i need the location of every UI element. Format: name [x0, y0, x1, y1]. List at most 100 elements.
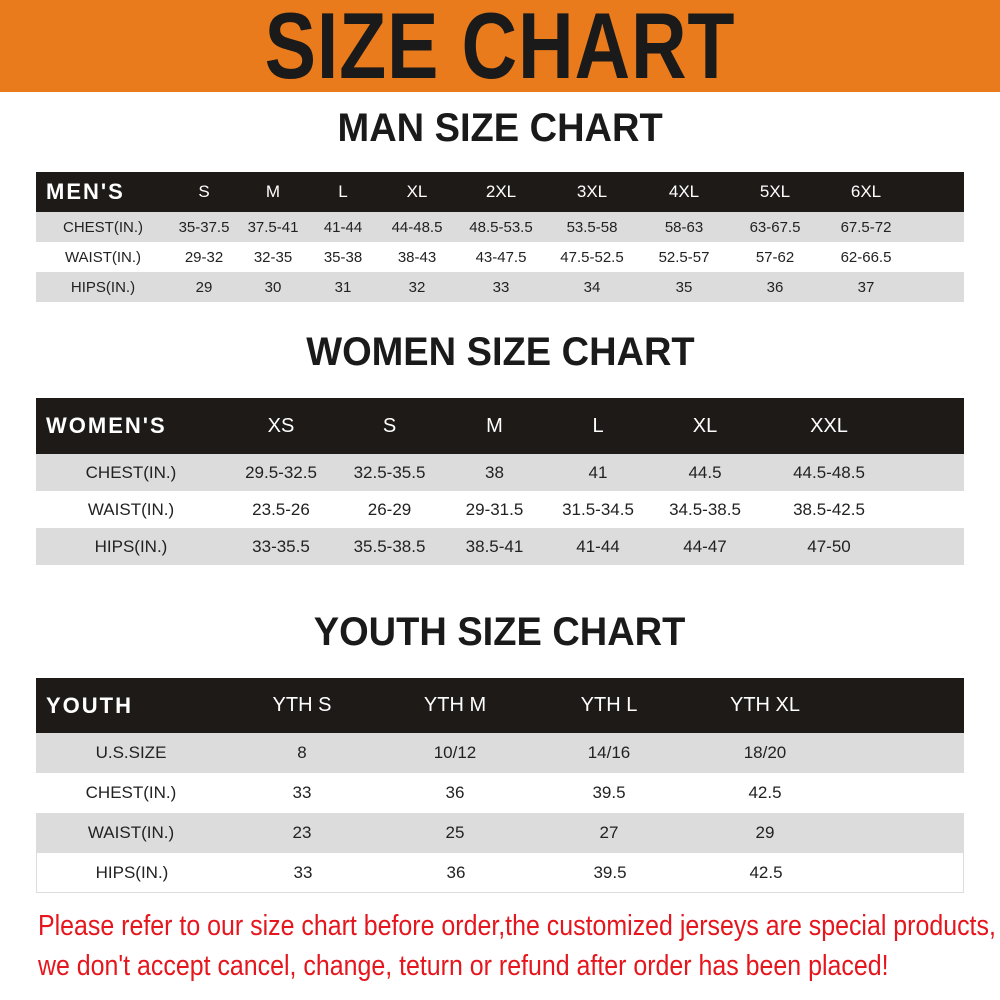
table-cell: 53.5-58	[566, 218, 618, 236]
table-cell: 32-35	[253, 248, 293, 266]
men-heading: MAN SIZE CHART	[337, 106, 663, 150]
table-row: HIPS(IN.) 29 30 31 32 33 34 35 36 37	[36, 272, 964, 302]
size-header: L	[592, 414, 604, 437]
table-cell: 62-66.5	[840, 248, 892, 266]
table-cell: 31.5-34.5	[562, 499, 634, 519]
table-cell: 25	[445, 823, 465, 842]
table-cell: 8	[297, 743, 307, 762]
size-header: XL	[406, 182, 428, 201]
size-header: XXL	[810, 414, 848, 437]
table-cell: 34.5-38.5	[669, 499, 741, 519]
table-cell: 41-44	[576, 536, 620, 556]
notice-line-2: we don't accept cancel, change, teturn o…	[38, 950, 889, 982]
table-row: U.S.SIZE 8 10/12 14/16 18/20	[36, 733, 964, 773]
table-label: YOUTH	[46, 692, 133, 718]
row-label: CHEST(IN.)	[63, 218, 143, 236]
row-label: WAIST(IN.)	[87, 499, 175, 519]
size-header: M	[486, 414, 503, 437]
table-cell: 47-50	[807, 536, 851, 556]
table-cell: 63-67.5	[749, 218, 801, 236]
table-label: MEN'S	[46, 179, 125, 204]
table-row: CHEST(IN.) 35-37.5 37.5-41 41-44 44-48.5 48.5…	[36, 212, 964, 242]
size-header: 3XL	[576, 182, 608, 201]
row-label: CHEST(IN.)	[85, 783, 177, 802]
table-cell: 41	[588, 462, 608, 482]
table-cell: 44.5	[688, 462, 722, 482]
table-cell: 32	[408, 278, 426, 296]
women-heading: WOMEN SIZE CHART	[305, 330, 695, 374]
table-cell: 38.5-41	[465, 536, 524, 556]
table-cell: 38	[485, 462, 504, 482]
youth-size-table: YOUTH YTH S YTH M YTH L YTH XL U.S.SIZE 8 10/12…	[36, 678, 964, 893]
table-cell: 14/16	[587, 743, 631, 762]
table-cell: 39.5	[592, 783, 626, 802]
row-label: CHEST(IN.)	[85, 462, 177, 482]
table-cell: 36	[445, 783, 465, 802]
table-cell: 36	[766, 278, 784, 296]
table-cell: 34	[583, 278, 601, 296]
table-cell: 18/20	[743, 743, 787, 762]
table-cell: 35.5-38.5	[353, 536, 426, 556]
table-label: WOMEN'S	[46, 413, 167, 438]
women-size-table: WOMEN'S XS S M L XL XXL CHEST(IN.) 29.5-32.5 32.5…	[36, 398, 964, 565]
page-title: SIZE CHART	[264, 0, 736, 98]
youth-heading: YOUTH SIZE CHART	[314, 610, 686, 654]
size-header: 5XL	[759, 182, 791, 201]
table-cell: 48.5-53.5	[469, 218, 533, 236]
table-cell: 33	[292, 783, 312, 802]
size-header: XS	[267, 414, 295, 437]
row-label: HIPS(IN.)	[95, 862, 169, 882]
men-size-table: MEN'S S M L XL 2XL 3XL 4XL 5XL 6XL CHEST(IN.) 35-37…	[36, 172, 964, 302]
table-cell: 10/12	[433, 743, 477, 762]
table-row: CHEST(IN.) 29.5-32.5 32.5-35.5 38 41 44.5 44.5…	[36, 454, 964, 491]
table-cell: 58-63	[664, 218, 704, 236]
size-header: L	[338, 182, 348, 201]
table-cell: 32.5-35.5	[353, 462, 426, 482]
table-cell: 33	[293, 862, 313, 882]
table-cell: 29.5-32.5	[245, 462, 317, 482]
table-cell: 44.5-48.5	[793, 462, 865, 482]
size-header: YTH S	[272, 694, 332, 716]
table-cell: 36	[446, 862, 466, 882]
table-cell: 57-62	[755, 248, 795, 266]
table-cell: 29-32	[184, 248, 224, 266]
row-label: U.S.SIZE	[95, 743, 167, 762]
table-cell: 44-48.5	[391, 218, 443, 236]
table-row: WAIST(IN.) 23.5-26 26-29 29-31.5 31.5-34.5 34…	[36, 491, 964, 528]
size-header: YTH M	[423, 694, 487, 716]
row-label: WAIST(IN.)	[87, 823, 175, 842]
table-row: HIPS(IN.) 33 36 39.5 42.5	[36, 853, 964, 893]
table-cell: 33-35.5	[252, 536, 310, 556]
size-header: XL	[692, 414, 718, 437]
table-cell: 23	[292, 823, 312, 842]
size-header: YTH L	[580, 694, 638, 716]
table-cell: 29	[755, 823, 775, 842]
table-row: CHEST(IN.) 33 36 39.5 42.5	[36, 773, 964, 813]
size-header: YTH XL	[729, 694, 801, 716]
table-cell: 26-29	[367, 499, 412, 519]
table-cell: 38-43	[397, 248, 437, 266]
table-cell: 38.5-42.5	[793, 499, 865, 519]
table-cell: 39.5	[593, 862, 627, 882]
title-banner: SIZE CHART	[0, 0, 1000, 98]
table-cell: 47.5-52.5	[560, 248, 624, 266]
table-cell: 42.5	[749, 862, 783, 882]
header-row: YOUTH YTH S YTH M YTH L YTH XL	[36, 678, 964, 733]
table-cell: 31	[334, 278, 352, 296]
table-cell: 23.5-26	[252, 499, 310, 519]
table-cell: 43-47.5	[475, 248, 527, 266]
table-cell: 37	[857, 278, 875, 296]
table-cell: 35	[675, 278, 693, 296]
table-cell: 33	[492, 278, 510, 296]
size-header: 4XL	[668, 182, 700, 201]
table-cell: 27	[599, 823, 619, 842]
table-cell: 67.5-72	[840, 218, 892, 236]
table-cell: 29-31.5	[465, 499, 524, 519]
table-cell: 30	[264, 278, 282, 296]
table-cell: 29	[195, 278, 213, 296]
table-cell: 35-38	[323, 248, 363, 266]
table-cell: 37.5-41	[247, 218, 299, 236]
table-row: HIPS(IN.) 33-35.5 35.5-38.5 38.5-41 41-44 44-…	[36, 528, 964, 565]
table-cell: 41-44	[323, 218, 363, 236]
row-label: HIPS(IN.)	[94, 536, 168, 556]
